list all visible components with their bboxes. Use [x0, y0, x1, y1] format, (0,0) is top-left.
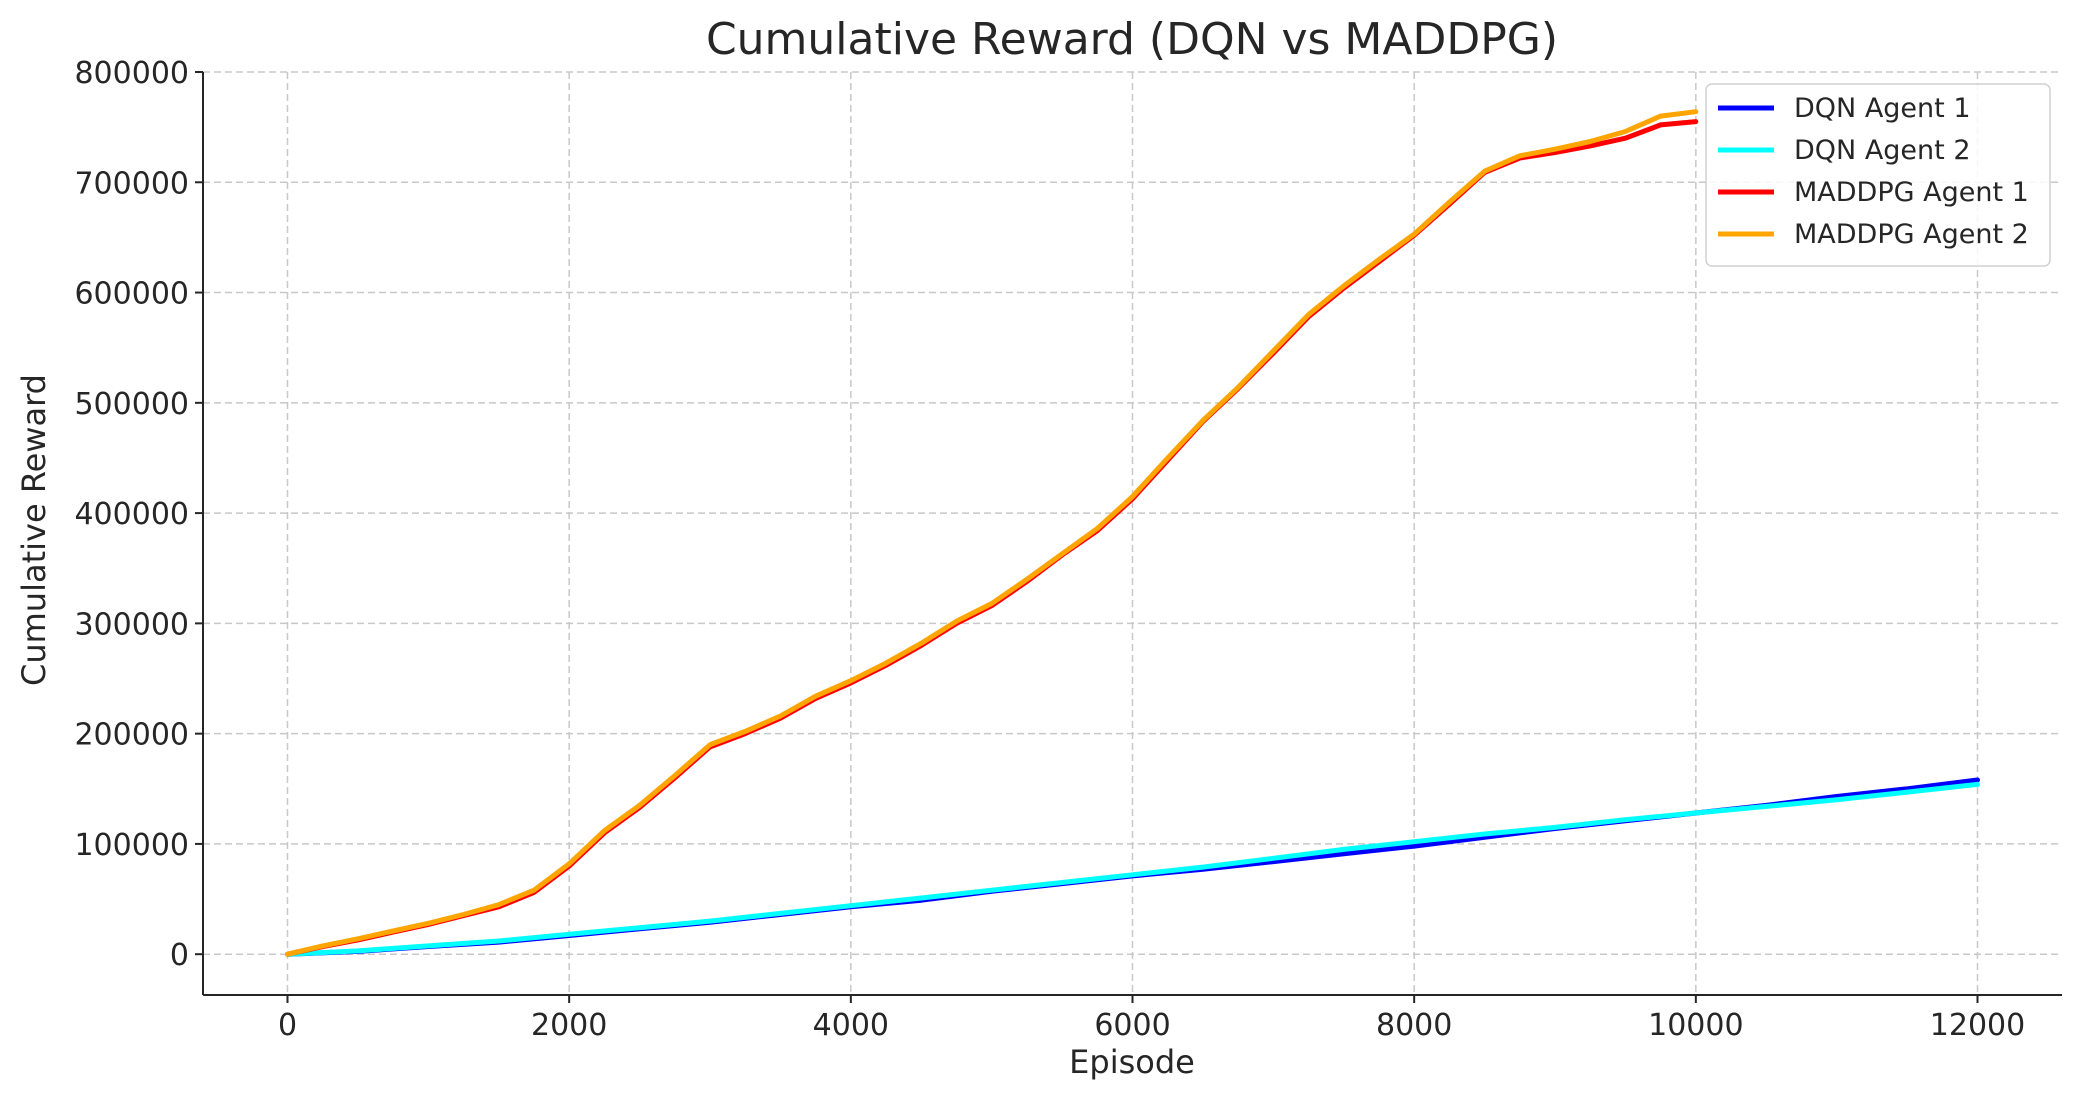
grid: [203, 71, 2062, 995]
legend-label-maddpg-agent-2: MADDPG Agent 2: [1794, 219, 2029, 250]
x-tick-label: 10000: [1648, 1008, 1743, 1043]
y-tick-label: 800000: [74, 56, 189, 91]
legend: DQN Agent 1 DQN Agent 2 MADDPG Agent 1 MADD…: [1705, 83, 2051, 267]
x-tick-label: 0: [278, 1008, 297, 1043]
y-axis-ticks: 0 100000 200000 300000 400000 500000 600000 700…: [74, 56, 203, 973]
legend-box: [1705, 83, 2051, 267]
series-lines: [285, 109, 1980, 957]
legend-label-dqn-agent-1: DQN Agent 1: [1794, 93, 1971, 124]
legend-label-dqn-agent-2: DQN Agent 2: [1794, 135, 1971, 166]
x-axis-title: Episode: [1069, 1043, 1195, 1081]
x-tick-label: 6000: [1094, 1008, 1170, 1043]
series-line-maddpg-agent-1: [285, 119, 1699, 957]
x-tick-label: 8000: [1376, 1008, 1452, 1043]
y-tick-label: 600000: [74, 277, 189, 312]
y-tick-label: 500000: [74, 387, 189, 422]
y-axis-title: Cumulative Reward: [15, 374, 53, 686]
x-tick-label: 12000: [1930, 1008, 2025, 1043]
y-tick-label: 300000: [74, 607, 189, 642]
x-tick-label: 4000: [813, 1008, 889, 1043]
y-tick-label: 400000: [74, 497, 189, 532]
series-line-dqn-agent-2: [285, 781, 1980, 957]
y-tick-label: 100000: [74, 828, 189, 863]
x-axis-ticks: 0 2000 4000 6000 8000 10000 12000: [278, 995, 2025, 1043]
plot-area: [202, 71, 2062, 996]
y-tick-label: 0: [170, 938, 189, 973]
y-tick-label: 700000: [74, 166, 189, 201]
y-tick-label: 200000: [74, 718, 189, 753]
series-line-maddpg-agent-2: [285, 109, 1699, 957]
legend-label-maddpg-agent-1: MADDPG Agent 1: [1794, 177, 2029, 208]
x-tick-label: 2000: [531, 1008, 607, 1043]
chart-title: Cumulative Reward (DQN vs MADDPG): [706, 14, 1558, 65]
